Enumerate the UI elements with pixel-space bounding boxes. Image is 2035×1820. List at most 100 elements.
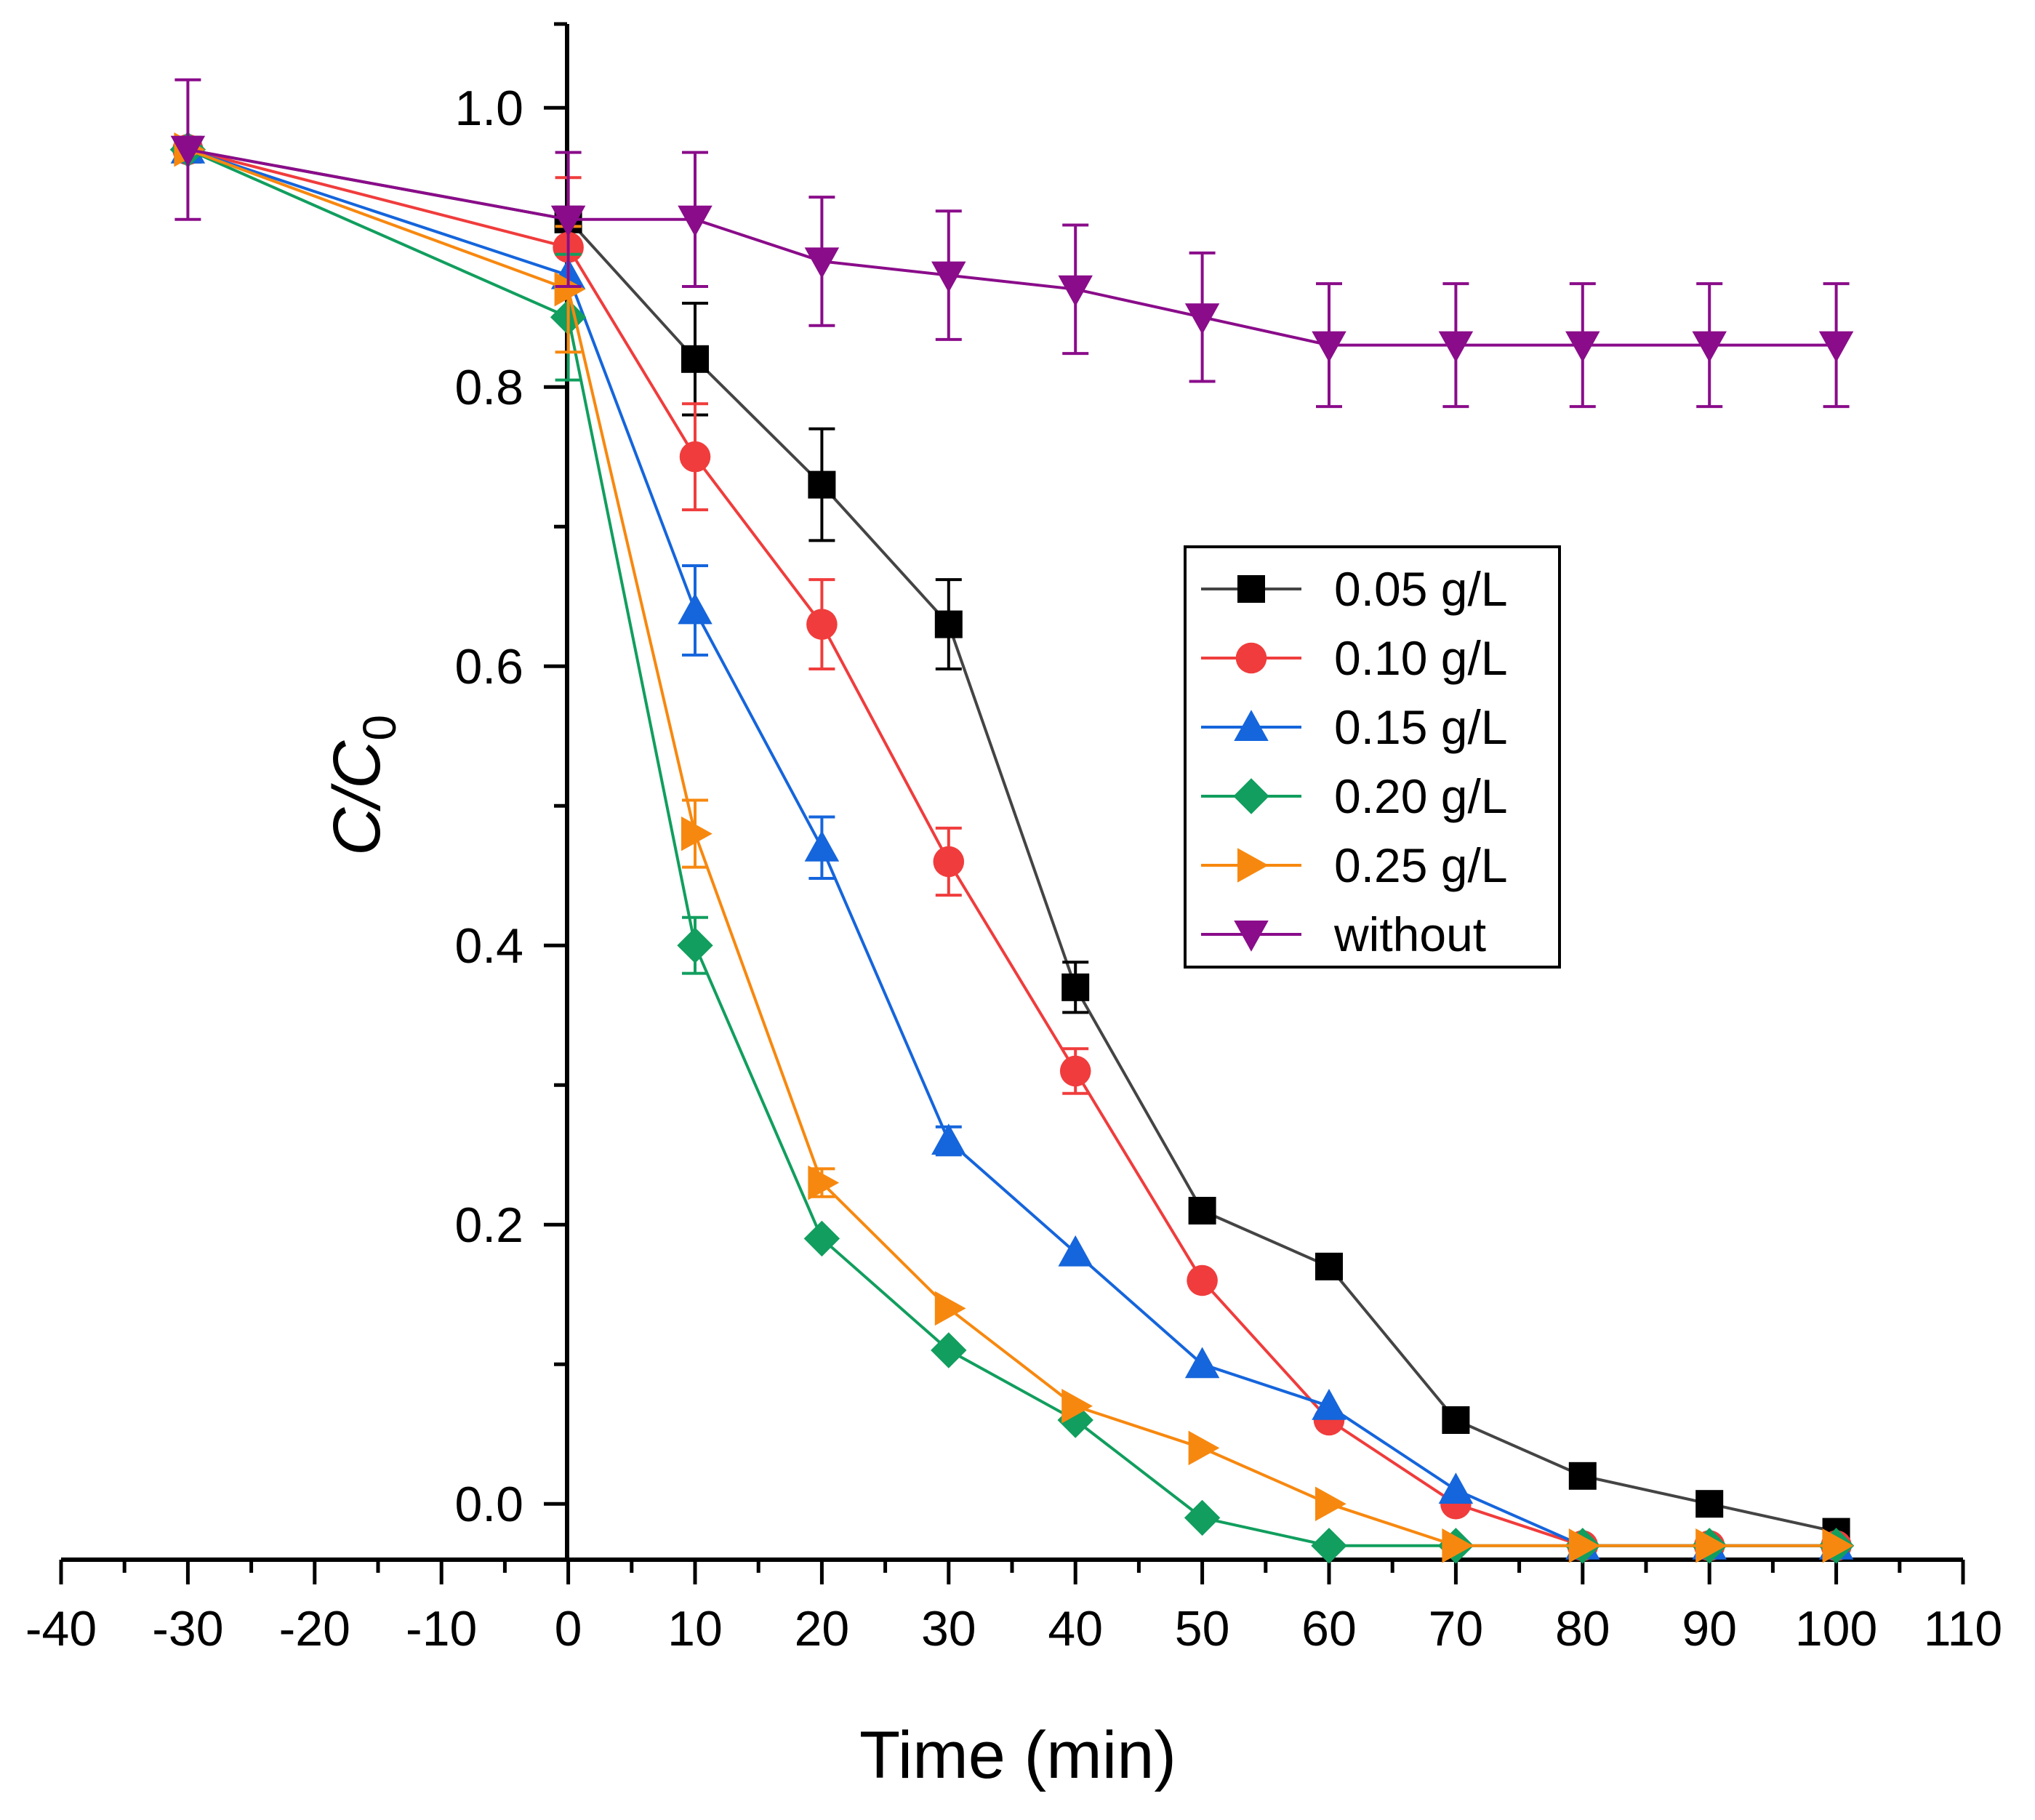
data-point [1315, 1252, 1343, 1280]
legend-label: 0.05 g/L [1334, 562, 1508, 616]
data-point [1188, 1430, 1220, 1466]
data-point [803, 1220, 840, 1257]
data-point [1058, 1235, 1093, 1267]
data-point [554, 272, 586, 307]
x-tick-label: 90 [1682, 1601, 1737, 1656]
x-tick-label: 100 [1795, 1601, 1877, 1656]
legend-item: 0.05 g/L [1201, 562, 1508, 616]
data-point [677, 927, 713, 963]
data-point [934, 1291, 966, 1326]
series-layer [169, 78, 1855, 1564]
y-tick-label: 1.0 [454, 81, 523, 136]
legend-item: 0.15 g/L [1201, 700, 1508, 754]
y-axis-title-main: C/C [320, 740, 394, 856]
series-line [187, 148, 1837, 1547]
data-point [1312, 331, 1346, 363]
series-line [188, 148, 1837, 1534]
data-point [931, 261, 966, 293]
data-point [1438, 1472, 1474, 1504]
legend-marker [1235, 642, 1267, 674]
series-0-25-g-l [174, 132, 1854, 1563]
series-0-10-g-l [172, 134, 1852, 1562]
data-point [1568, 1528, 1600, 1563]
data-point [808, 1165, 840, 1200]
y-tick-label: 0.8 [454, 360, 523, 415]
legend-marker [1234, 710, 1269, 741]
data-point [1695, 1528, 1727, 1563]
legend-box [1184, 545, 1561, 969]
x-tick-label: 70 [1429, 1601, 1484, 1656]
legend-marker [1237, 848, 1269, 883]
data-point [1187, 1264, 1218, 1296]
legend-item: without [1201, 907, 1486, 961]
y-tick-label: 0.4 [454, 918, 523, 974]
x-tick-label: -30 [152, 1601, 223, 1656]
legend-item: 0.25 g/L [1201, 838, 1508, 892]
data-point [804, 247, 840, 279]
data-point [1818, 331, 1854, 363]
data-point [1695, 1490, 1724, 1518]
x-tick-label: 40 [1048, 1601, 1103, 1656]
data-point [804, 830, 840, 862]
data-point [170, 135, 206, 167]
x-tick-label: 50 [1175, 1601, 1230, 1656]
data-point [678, 205, 713, 237]
legend: 0.05 g/L 0.10 g/L 0.15 g/L 0.20 g/L 0.25 g/L… [1184, 545, 1561, 969]
legend-item: 0.20 g/L [1201, 769, 1508, 823]
data-point [934, 610, 963, 638]
data-point [678, 593, 713, 625]
data-point [681, 816, 713, 851]
legend-label: 0.15 g/L [1334, 700, 1508, 754]
y-tick-label: 0.6 [454, 639, 523, 694]
data-point [1184, 1347, 1220, 1379]
data-point [1568, 1462, 1597, 1490]
series-0-05-g-l [174, 135, 1850, 1546]
data-point [1442, 1528, 1474, 1563]
data-point [1438, 331, 1474, 363]
legend-label: 0.20 g/L [1334, 769, 1508, 823]
data-point [1061, 973, 1090, 1001]
series-line [188, 148, 1837, 347]
x-tick-label: -10 [406, 1601, 477, 1656]
x-tick-label: 0 [555, 1601, 582, 1656]
x-tick-label: -20 [279, 1601, 350, 1656]
data-point [1442, 1406, 1470, 1434]
legend-label: 0.25 g/L [1334, 838, 1508, 892]
x-tick-label: 80 [1555, 1601, 1610, 1656]
data-point [1315, 1486, 1346, 1521]
series-line [187, 148, 1837, 1547]
data-point [808, 470, 836, 499]
data-point [1184, 303, 1220, 334]
series-line [187, 148, 1837, 1547]
data-point [681, 345, 709, 373]
data-point [1822, 1528, 1854, 1563]
legend-marker [1233, 778, 1269, 814]
data-point [1692, 331, 1727, 363]
data-point [550, 205, 586, 237]
data-point [1565, 331, 1600, 363]
data-point [1311, 1528, 1347, 1564]
y-tick-label: 0.0 [454, 1477, 523, 1532]
x-tick-label: 60 [1301, 1601, 1357, 1656]
data-point [806, 609, 838, 640]
data-point [1058, 275, 1093, 307]
legend-marker [1237, 575, 1265, 603]
series-without [170, 78, 1854, 409]
data-point [933, 846, 965, 878]
data-point [931, 1123, 966, 1155]
y-tick-label: 0.2 [454, 1198, 523, 1253]
legend-label: without [1333, 907, 1486, 961]
legend-marker [1234, 921, 1269, 952]
data-point [1061, 1389, 1093, 1424]
x-tick-label: 10 [667, 1601, 723, 1656]
data-point [1188, 1197, 1216, 1224]
series-line [187, 148, 1837, 1547]
data-point [1184, 1499, 1221, 1536]
x-tick-label: 110 [1924, 1601, 2002, 1656]
data-point [679, 441, 711, 473]
x-tick-label: 30 [921, 1601, 976, 1656]
data-point [1312, 1389, 1346, 1420]
y-axis-title-subscript: 0 [353, 715, 406, 741]
data-point [1059, 1055, 1091, 1087]
